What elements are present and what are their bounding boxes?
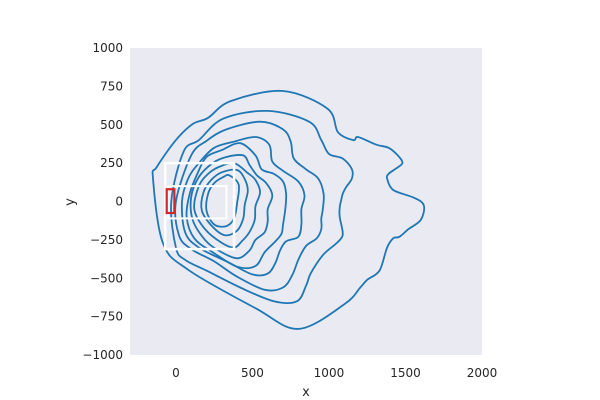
contour-level-7 (193, 162, 261, 249)
x-tick-label: 2000 (467, 366, 498, 380)
x-tick-label: 1500 (390, 366, 421, 380)
y-tick-label: −250 (90, 233, 123, 247)
contour-level-1 (151, 89, 426, 330)
contour-level-2 (170, 109, 354, 304)
y-tick-label: −500 (90, 271, 123, 285)
y-tick-label: −750 (90, 310, 123, 324)
white-frame (163, 161, 236, 251)
contour-level-6 (189, 154, 274, 260)
y-tick-label: 500 (100, 118, 123, 132)
y-tick-label: 250 (100, 156, 123, 170)
contour-level-3 (174, 120, 325, 292)
y-tick-label: 0 (115, 195, 123, 209)
x-axis-label: x (302, 385, 310, 400)
x-axis-ticks: 0 500 1000 1500 2000 (172, 366, 497, 380)
contour-level-4 (180, 136, 306, 277)
x-tick-label: 0 (172, 366, 180, 380)
y-tick-label: −1000 (82, 348, 123, 362)
x-tick-label: 1000 (314, 366, 345, 380)
x-tick-label: 500 (241, 366, 264, 380)
contour-level-5 (185, 142, 288, 270)
y-axis-ticks: −1000 −750 −500 −250 0 250 500 750 1000 (82, 41, 123, 362)
y-tick-label: 750 (100, 79, 123, 93)
overlay-rectangles (163, 161, 236, 251)
white-inner-frame (167, 185, 228, 220)
contour-level-8 (200, 168, 249, 237)
red-highlight-box (165, 188, 176, 215)
contour-level-9 (205, 174, 240, 228)
y-tick-label: 1000 (92, 41, 123, 55)
y-axis-label: y (63, 198, 78, 206)
contour-lines (151, 89, 426, 330)
